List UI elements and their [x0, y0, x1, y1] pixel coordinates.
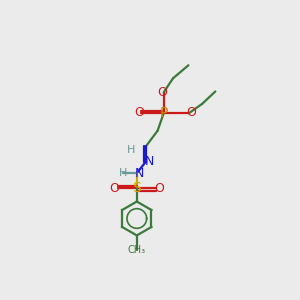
Text: N: N: [135, 167, 145, 180]
Text: H: H: [119, 168, 127, 178]
Text: CH₃: CH₃: [128, 245, 146, 255]
Text: O: O: [186, 106, 196, 119]
Text: H: H: [127, 145, 135, 155]
Text: P: P: [160, 106, 168, 120]
Text: N: N: [144, 155, 154, 168]
Text: O: O: [134, 106, 144, 119]
Text: O: O: [157, 86, 167, 99]
Text: S: S: [132, 182, 141, 196]
Text: O: O: [154, 182, 164, 195]
Text: O: O: [110, 182, 119, 195]
